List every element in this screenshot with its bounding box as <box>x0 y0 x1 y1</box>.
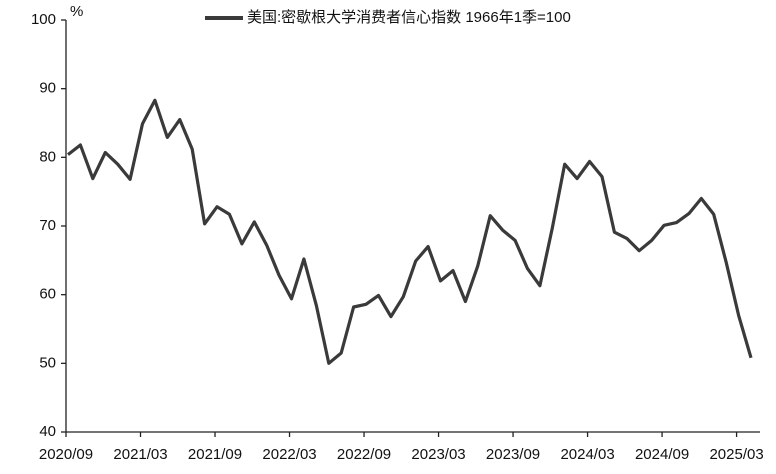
y-tick-label: 40 <box>39 423 56 440</box>
x-tick-label: 2022/09 <box>337 446 391 463</box>
x-tick-label: 2021/03 <box>113 446 167 463</box>
x-tick-label: 2023/03 <box>411 446 465 463</box>
x-tick-label: 2020/09 <box>39 446 93 463</box>
y-tick-label: 60 <box>39 286 56 303</box>
x-tick-label: 2024/03 <box>560 446 614 463</box>
legend-label: 美国:密歇根大学消费者信心指数 1966年1季=100 <box>247 9 571 26</box>
line <box>67 98 753 365</box>
x-tick-label: 2025/03 <box>709 446 763 463</box>
y-tick-label: 70 <box>39 217 56 234</box>
x-tick-label: 2024/09 <box>635 446 689 463</box>
x-tick-label: 2023/09 <box>486 446 540 463</box>
y-unit: % <box>70 3 83 20</box>
y-tick-label: 80 <box>39 148 56 165</box>
y-tick-label: 100 <box>31 11 56 28</box>
x-tick-label: 2022/03 <box>262 446 316 463</box>
x-tick-label: 2021/09 <box>188 446 242 463</box>
y-tick-label: 90 <box>39 80 56 97</box>
y-tick-label: 50 <box>39 354 56 371</box>
